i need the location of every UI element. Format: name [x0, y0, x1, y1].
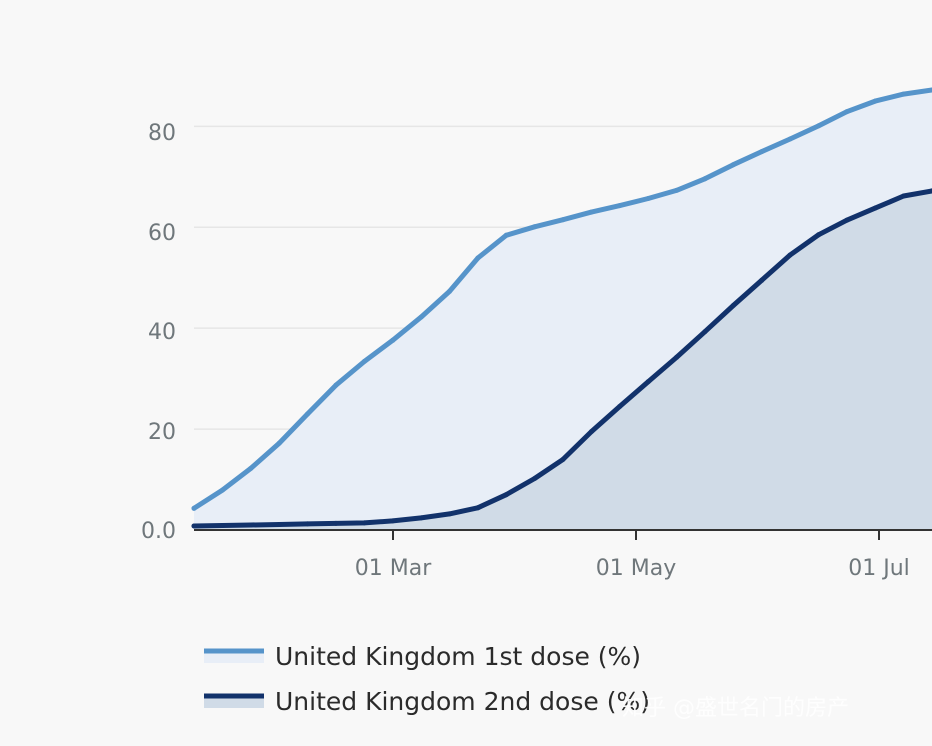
point-second-dose-24	[872, 205, 878, 211]
point-first-dose-17	[674, 187, 679, 193]
point-second-dose-22	[816, 232, 821, 238]
point-second-dose-25	[901, 193, 907, 199]
point-second-dose-12	[532, 476, 538, 481]
point-second-dose-15	[617, 403, 623, 409]
point-first-dose-26	[929, 87, 932, 93]
point-first-dose-8	[418, 314, 424, 320]
point-first-dose-21	[787, 136, 793, 142]
point-first-dose-14	[588, 209, 594, 215]
y-tick-label-80: 80	[148, 121, 176, 146]
point-second-dose-14	[588, 429, 594, 435]
legend-item-first-dose: United Kingdom 1st dose (%)	[204, 642, 641, 671]
point-second-dose-9	[447, 511, 452, 517]
point-first-dose-16	[645, 196, 651, 201]
point-second-dose-13	[560, 456, 566, 462]
point-second-dose-17	[674, 354, 679, 360]
point-second-dose-4	[305, 521, 310, 527]
point-first-dose-1	[219, 487, 225, 493]
legend-swatch-second-dose-fill	[204, 696, 264, 708]
point-first-dose-7	[390, 337, 396, 343]
y-tick-label-60: 60	[148, 221, 176, 246]
legend-item-second-dose: United Kingdom 2nd dose (%)	[204, 687, 650, 716]
point-second-dose-3	[276, 522, 282, 527]
point-second-dose-1	[219, 523, 225, 528]
point-second-dose-2	[248, 522, 254, 528]
point-second-dose-26	[929, 188, 932, 194]
point-second-dose-6	[361, 520, 367, 526]
point-first-dose-19	[730, 162, 736, 168]
point-second-dose-0	[191, 523, 197, 529]
point-second-dose-16	[645, 379, 651, 385]
point-first-dose-11	[503, 232, 509, 238]
point-first-dose-22	[816, 123, 821, 129]
legend-label-first-dose: United Kingdom 1st dose (%)	[275, 642, 641, 671]
point-first-dose-13	[560, 217, 566, 223]
area-second-dose	[194, 190, 932, 530]
x-tick-label-may: 01 May	[596, 556, 676, 581]
point-second-dose-8	[418, 515, 424, 521]
y-tick-label-20: 20	[148, 420, 176, 445]
point-first-dose-0	[191, 505, 197, 511]
point-second-dose-7	[390, 518, 396, 524]
legend: United Kingdom 1st dose (%) United Kingd…	[204, 642, 650, 716]
x-tick-label-jul: 01 Jul	[848, 556, 910, 581]
y-tick-label-0: 0.0	[141, 519, 176, 544]
x-axis: 01 Mar 01 May 01 Jul	[355, 530, 910, 581]
point-second-dose-19	[730, 303, 736, 308]
series-areas	[194, 90, 932, 530]
point-first-dose-10	[475, 255, 481, 261]
point-second-dose-10	[475, 505, 481, 511]
point-second-dose-21	[787, 252, 793, 258]
point-second-dose-11	[503, 492, 509, 498]
point-first-dose-25	[901, 91, 907, 97]
point-first-dose-6	[361, 359, 367, 364]
series-lines	[191, 87, 932, 529]
point-first-dose-18	[702, 176, 708, 182]
point-first-dose-3	[276, 440, 282, 446]
point-first-dose-4	[305, 411, 310, 417]
legend-swatch-first-dose-fill	[204, 651, 264, 663]
point-first-dose-5	[333, 382, 339, 388]
point-second-dose-5	[333, 520, 339, 526]
y-tick-label-40: 40	[148, 320, 176, 345]
point-second-dose-18	[702, 329, 708, 335]
point-first-dose-2	[248, 465, 254, 471]
point-second-dose-23	[844, 217, 850, 223]
watermark: 知乎 @盛世名门的房产	[622, 696, 849, 721]
point-first-dose-9	[447, 288, 452, 294]
point-first-dose-20	[759, 149, 765, 155]
point-first-dose-24	[872, 98, 878, 104]
point-first-dose-23	[844, 109, 850, 115]
legend-label-second-dose: United Kingdom 2nd dose (%)	[275, 687, 650, 716]
point-first-dose-12	[532, 224, 538, 230]
y-axis: 0.0 20 40 60 80	[141, 121, 176, 544]
x-tick-label-mar: 01 Mar	[355, 556, 432, 581]
point-second-dose-20	[759, 277, 765, 283]
point-first-dose-15	[617, 203, 623, 209]
